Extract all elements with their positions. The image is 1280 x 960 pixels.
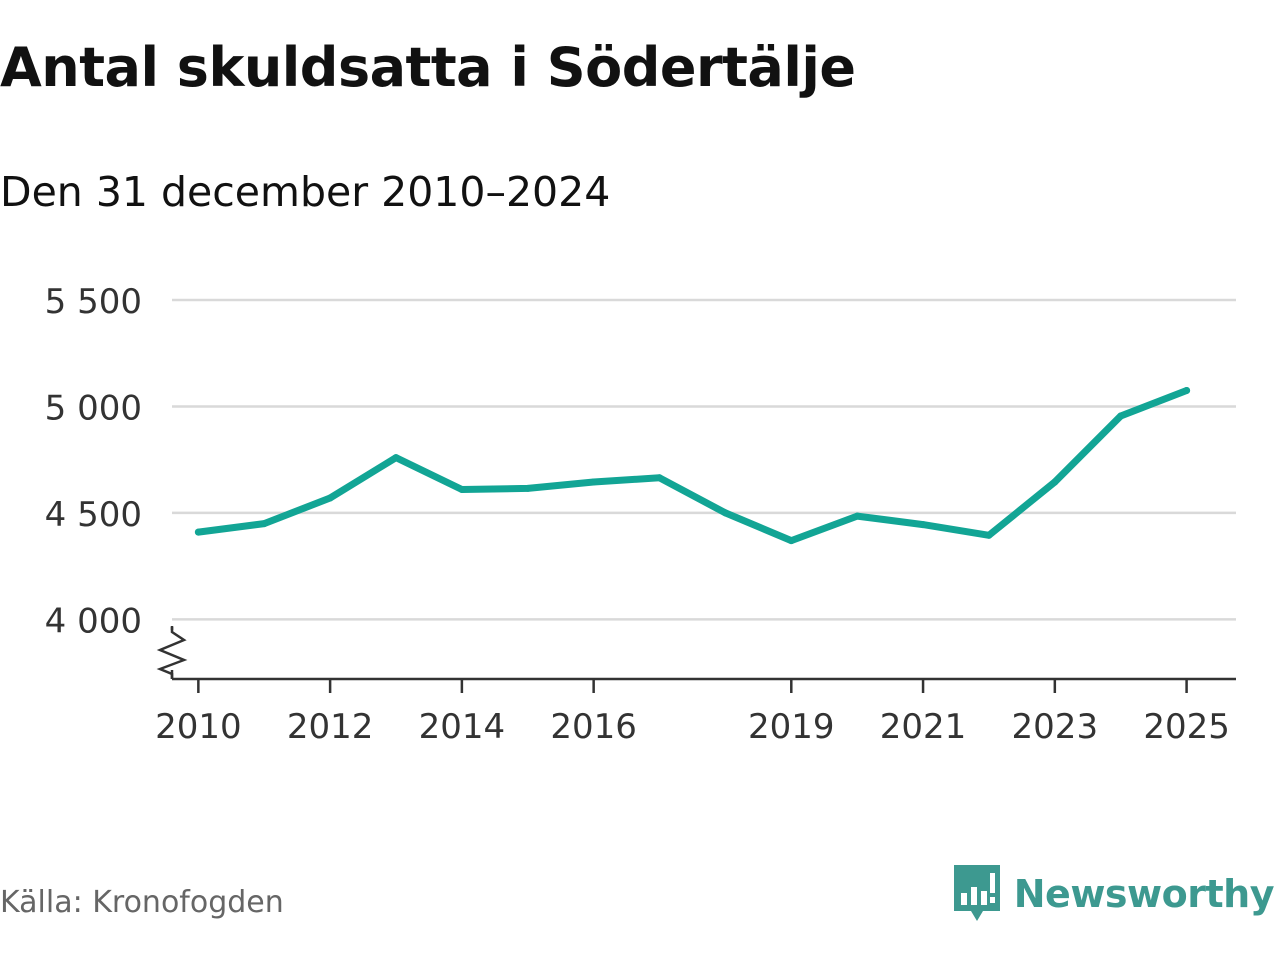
x-tick-label-2021: 2021 bbox=[880, 707, 967, 747]
chart-subtitle: Den 31 december 2010–2024 bbox=[0, 168, 611, 216]
x-tick-label-2016: 2016 bbox=[550, 707, 637, 747]
data-point-2024 bbox=[1117, 412, 1125, 420]
data-point-2020 bbox=[853, 512, 861, 520]
chart-title: Antal skuldsatta i Södertälje bbox=[0, 36, 856, 99]
y-tick-label-5500: 5 500 bbox=[45, 282, 142, 322]
data-point-2021 bbox=[919, 521, 927, 529]
data-point-2012 bbox=[326, 494, 334, 502]
data-point-2010 bbox=[194, 528, 202, 536]
data-point-2025 bbox=[1183, 387, 1191, 394]
x-tick-label-2023: 2023 bbox=[1012, 707, 1099, 747]
y-tick-label-4000: 4 000 bbox=[45, 601, 142, 641]
x-tick-label-2010: 2010 bbox=[155, 707, 242, 747]
brand-logo: Newsworthy bbox=[952, 862, 1275, 926]
series-line-0 bbox=[194, 387, 1191, 545]
x-tick-label-2019: 2019 bbox=[748, 707, 835, 747]
data-point-2017 bbox=[656, 474, 663, 482]
axis-break-icon bbox=[156, 627, 188, 679]
newsworthy-logo-icon bbox=[953, 865, 1000, 921]
data-point-2023 bbox=[1051, 478, 1059, 486]
data-point-2018 bbox=[721, 509, 729, 517]
x-tick-label-2012: 2012 bbox=[287, 707, 374, 747]
data-point-2011 bbox=[260, 520, 268, 528]
data-point-2015 bbox=[524, 484, 532, 492]
y-tick-label-5000: 5 000 bbox=[45, 388, 142, 428]
source-note: Källa: Kronofogden bbox=[0, 885, 284, 920]
x-tick-label-2014: 2014 bbox=[419, 707, 506, 747]
data-point-2016 bbox=[590, 478, 598, 486]
data-point-2014 bbox=[458, 486, 466, 493]
data-point-2019 bbox=[787, 537, 795, 545]
data-point-2022 bbox=[985, 531, 993, 539]
brand-name: Newsworthy bbox=[1013, 872, 1275, 916]
x-tick-label-2025: 2025 bbox=[1143, 707, 1230, 747]
data-point-2013 bbox=[392, 454, 400, 462]
y-tick-label-4500: 4 500 bbox=[45, 495, 142, 535]
